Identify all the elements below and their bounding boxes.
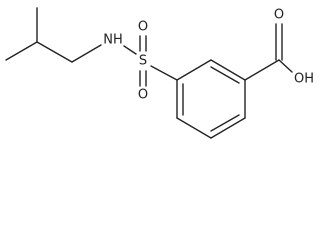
bond	[210, 66, 240, 84]
atom-label: O	[138, 20, 148, 35]
bond	[176, 59, 212, 81]
atom-label: NH	[103, 33, 123, 48]
bond	[244, 59, 280, 81]
bond	[210, 59, 246, 81]
page: NH S O O O OH (() => { const data = JSON…	[5, 7, 315, 139]
bond	[71, 44, 102, 63]
bond	[36, 41, 73, 63]
bond	[210, 114, 240, 132]
bond	[210, 117, 246, 139]
bond	[123, 45, 137, 55]
bond	[278, 59, 293, 73]
structure-diagram: NH S O O O OH	[5, 7, 314, 139]
bond	[150, 65, 178, 81]
bond	[5, 41, 38, 61]
atom-label: OH	[294, 72, 314, 87]
atom-label: O	[138, 88, 148, 103]
bond	[176, 117, 212, 139]
bonds	[5, 7, 293, 139]
atom-label: O	[274, 8, 284, 23]
atom-label: S	[139, 54, 147, 69]
